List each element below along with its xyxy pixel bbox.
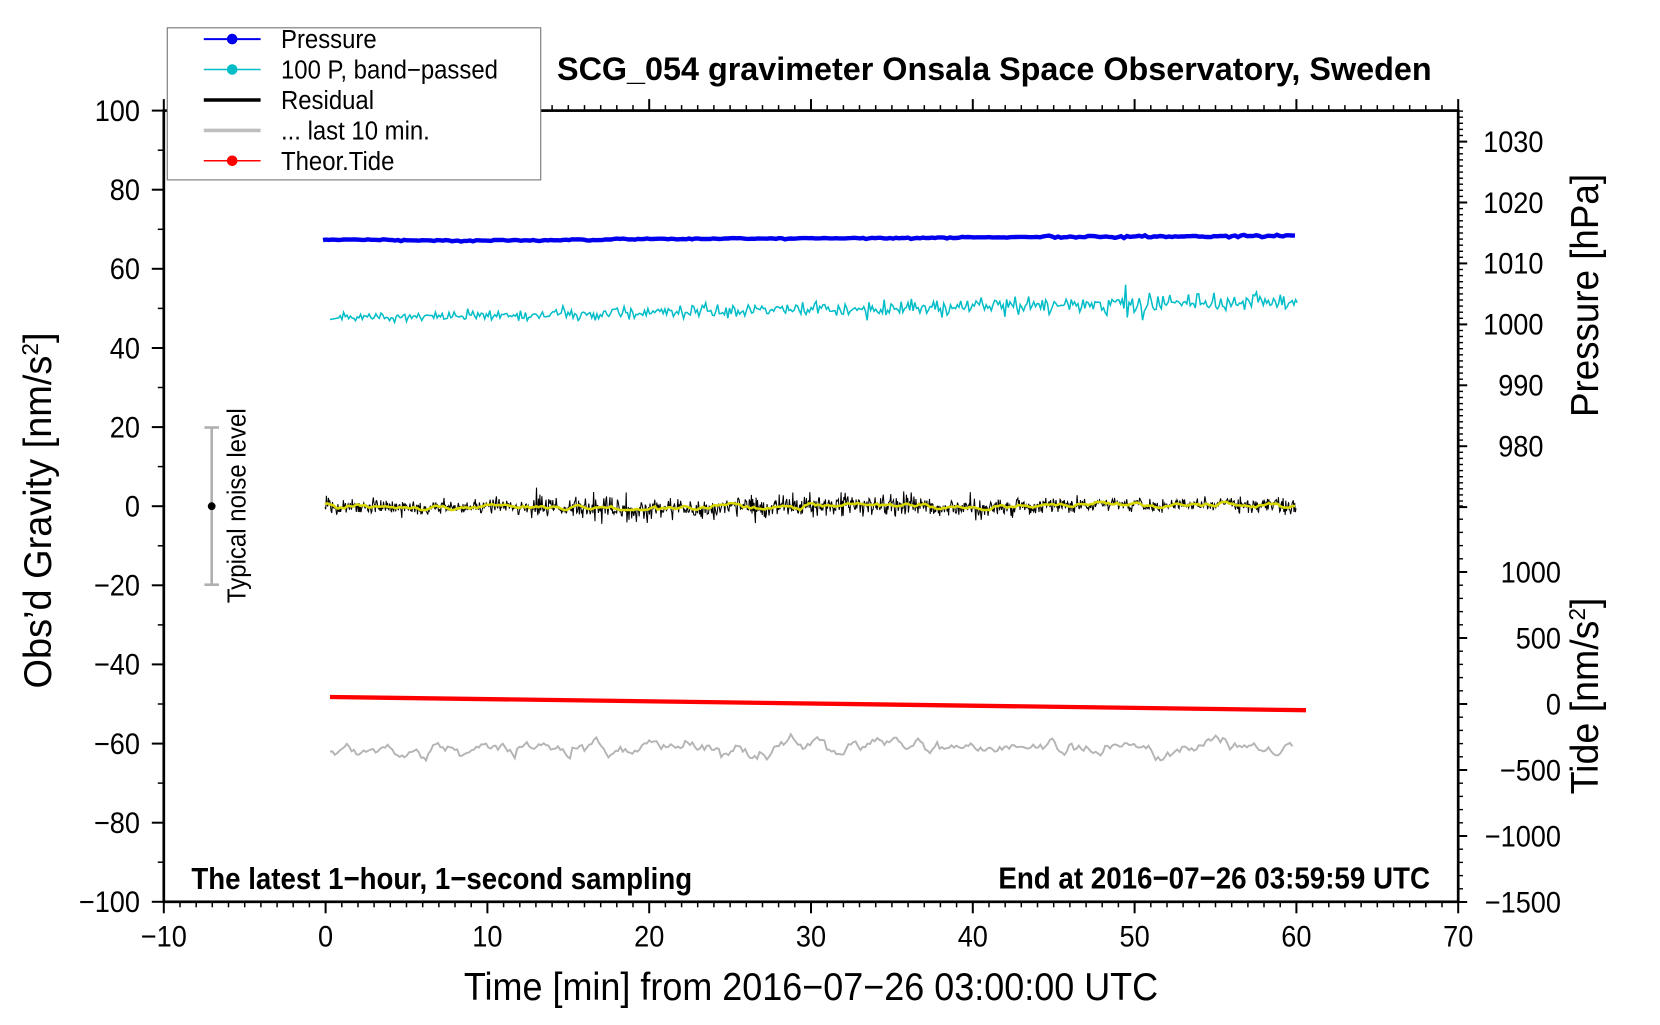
svg-text:−100: −100 (79, 886, 140, 920)
svg-text:980: 980 (1498, 430, 1543, 464)
svg-text:Residual: Residual (281, 86, 374, 115)
svg-text:70: 70 (1443, 920, 1473, 954)
svg-text:−60: −60 (94, 728, 140, 762)
svg-text:0: 0 (125, 490, 140, 524)
svg-text:Theor.Tide: Theor.Tide (281, 147, 394, 176)
svg-text:... last 10 min.: ... last 10 min. (281, 117, 430, 146)
svg-text:80: 80 (110, 174, 140, 208)
svg-text:−1000: −1000 (1485, 820, 1561, 854)
svg-text:10: 10 (472, 920, 502, 954)
svg-text:40: 40 (958, 920, 988, 954)
svg-text:1010: 1010 (1483, 247, 1543, 281)
svg-text:−10: −10 (141, 920, 187, 954)
svg-text:Obs’d Gravity [nm/s2]: Obs’d Gravity [nm/s2] (17, 332, 60, 688)
svg-text:990: 990 (1498, 369, 1543, 403)
svg-text:60: 60 (1281, 920, 1311, 954)
svg-text:0: 0 (1546, 688, 1561, 722)
svg-text:−500: −500 (1500, 754, 1561, 788)
svg-text:Pressure [hPa]: Pressure [hPa] (1563, 174, 1606, 417)
svg-text:30: 30 (796, 920, 826, 954)
svg-text:500: 500 (1516, 622, 1561, 656)
svg-text:1000: 1000 (1483, 308, 1543, 342)
svg-text:100 P, band−passed: 100 P, band−passed (281, 56, 498, 85)
svg-text:60: 60 (110, 253, 140, 287)
svg-text:−80: −80 (94, 807, 140, 841)
svg-text:End at 2016−07−26 03:59:59 UTC: End at 2016−07−26 03:59:59 UTC (998, 861, 1430, 896)
svg-text:20: 20 (110, 411, 140, 445)
svg-text:Tide [nm/s2]: Tide [nm/s2] (1564, 598, 1607, 795)
svg-text:−40: −40 (94, 648, 140, 682)
svg-text:The latest 1−hour, 1−second sa: The latest 1−hour, 1−second sampling (191, 862, 692, 897)
svg-text:Time [min] from 2016−07−26 03:: Time [min] from 2016−07−26 03:00:00 UTC (464, 965, 1158, 1008)
svg-text:1030: 1030 (1483, 126, 1543, 160)
svg-text:Typical noise level: Typical noise level (223, 408, 252, 603)
svg-text:100: 100 (95, 95, 140, 129)
svg-text:0: 0 (318, 920, 333, 954)
svg-text:−1500: −1500 (1485, 886, 1561, 920)
svg-text:40: 40 (110, 332, 140, 366)
svg-text:50: 50 (1119, 920, 1149, 954)
svg-text:1020: 1020 (1483, 187, 1543, 221)
svg-text:20: 20 (634, 920, 664, 954)
svg-text:1000: 1000 (1501, 556, 1561, 590)
svg-text:Pressure: Pressure (281, 25, 377, 54)
svg-text:−20: −20 (94, 569, 140, 603)
svg-text:SCG_054 gravimeter Onsala Spac: SCG_054 gravimeter Onsala Space Observat… (557, 51, 1432, 87)
